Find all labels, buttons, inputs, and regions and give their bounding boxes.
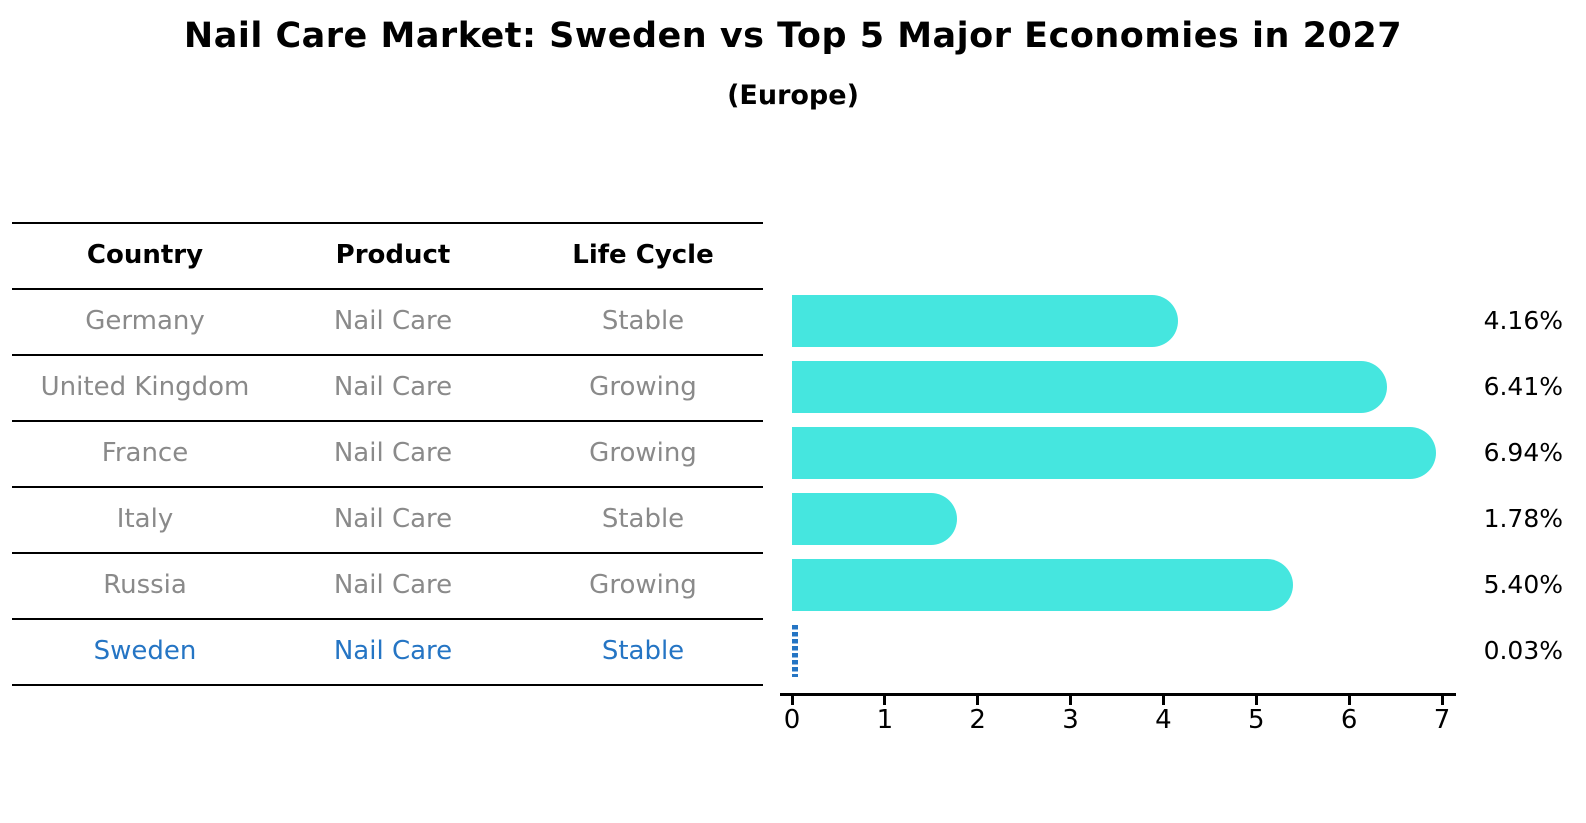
table-horizontal-line [12,222,763,224]
chart-subtitle: (Europe) [727,80,859,111]
x-axis-tick-label: 5 [1248,705,1265,735]
table-cell-country: Italy [116,504,174,534]
table-cell-life-cycle: Growing [589,372,697,402]
x-axis-tick-label: 4 [1155,705,1172,735]
table-horizontal-line [12,354,763,356]
bar-value-label: 0.03% [1483,636,1563,665]
table-horizontal-line [12,618,763,620]
chart-title: Nail Care Market: Sweden vs Top 5 Major … [183,16,1403,56]
x-axis-tick-label: 1 [876,705,894,735]
table-cell-life-cycle: Growing [589,570,697,600]
x-axis-tick-label: 7 [1433,705,1451,735]
x-axis-tick [1069,696,1073,705]
x-axis-tick [790,696,794,705]
table-cell-country: Sweden [93,636,197,666]
x-axis-tick-label: 3 [1062,705,1079,735]
table-cell-country: Germany [85,306,205,336]
x-axis-tick [1347,696,1351,705]
table-cell-product: Nail Care [333,372,453,402]
table-cell-life-cycle: Growing [589,438,697,468]
table-horizontal-line [12,420,763,422]
x-axis-tick-label: 2 [969,705,986,735]
table-cell-product: Nail Care [333,438,453,468]
highlight-bar-sweden [792,625,798,677]
table-cell-country: France [101,438,189,468]
table-cell-product: Nail Care [333,636,453,666]
table-cell-country: Russia [103,570,187,600]
x-axis-tick [883,696,887,705]
x-axis-tick-label: 0 [783,705,801,735]
table-horizontal-line [12,684,763,686]
x-axis-spine [780,693,1456,696]
table-cell-product: Nail Care [333,504,453,534]
table-horizontal-line [12,552,763,554]
table-horizontal-line [12,486,763,488]
bar-france [792,427,1437,479]
column-header-life-cycle: Life Cycle [572,240,714,270]
column-header-country: Country [86,240,204,270]
table-horizontal-line [12,288,763,290]
bar-russia [792,559,1294,611]
bar-value-label: 5.40% [1483,570,1563,599]
table-cell-life-cycle: Stable [601,636,685,666]
bar-value-label: 6.94% [1483,438,1563,467]
table-cell-country: United Kingdom [40,372,250,402]
x-axis-tick [1440,696,1444,705]
bar-united-kingdom [792,361,1388,413]
table-cell-life-cycle: Stable [601,504,685,534]
x-axis-tick-label: 6 [1340,705,1358,735]
bar-value-label: 1.78% [1483,504,1563,533]
bar-value-label: 4.16% [1483,306,1563,335]
table-cell-product: Nail Care [333,306,453,336]
x-axis-tick [976,696,980,705]
bar-germany [792,295,1179,347]
x-axis-tick [1161,696,1165,705]
column-header-product: Product [335,240,451,270]
x-axis-tick [1254,696,1258,705]
table-cell-product: Nail Care [333,570,453,600]
bar-value-label: 6.41% [1483,372,1563,401]
table-cell-life-cycle: Stable [601,306,685,336]
bar-italy [792,493,958,545]
